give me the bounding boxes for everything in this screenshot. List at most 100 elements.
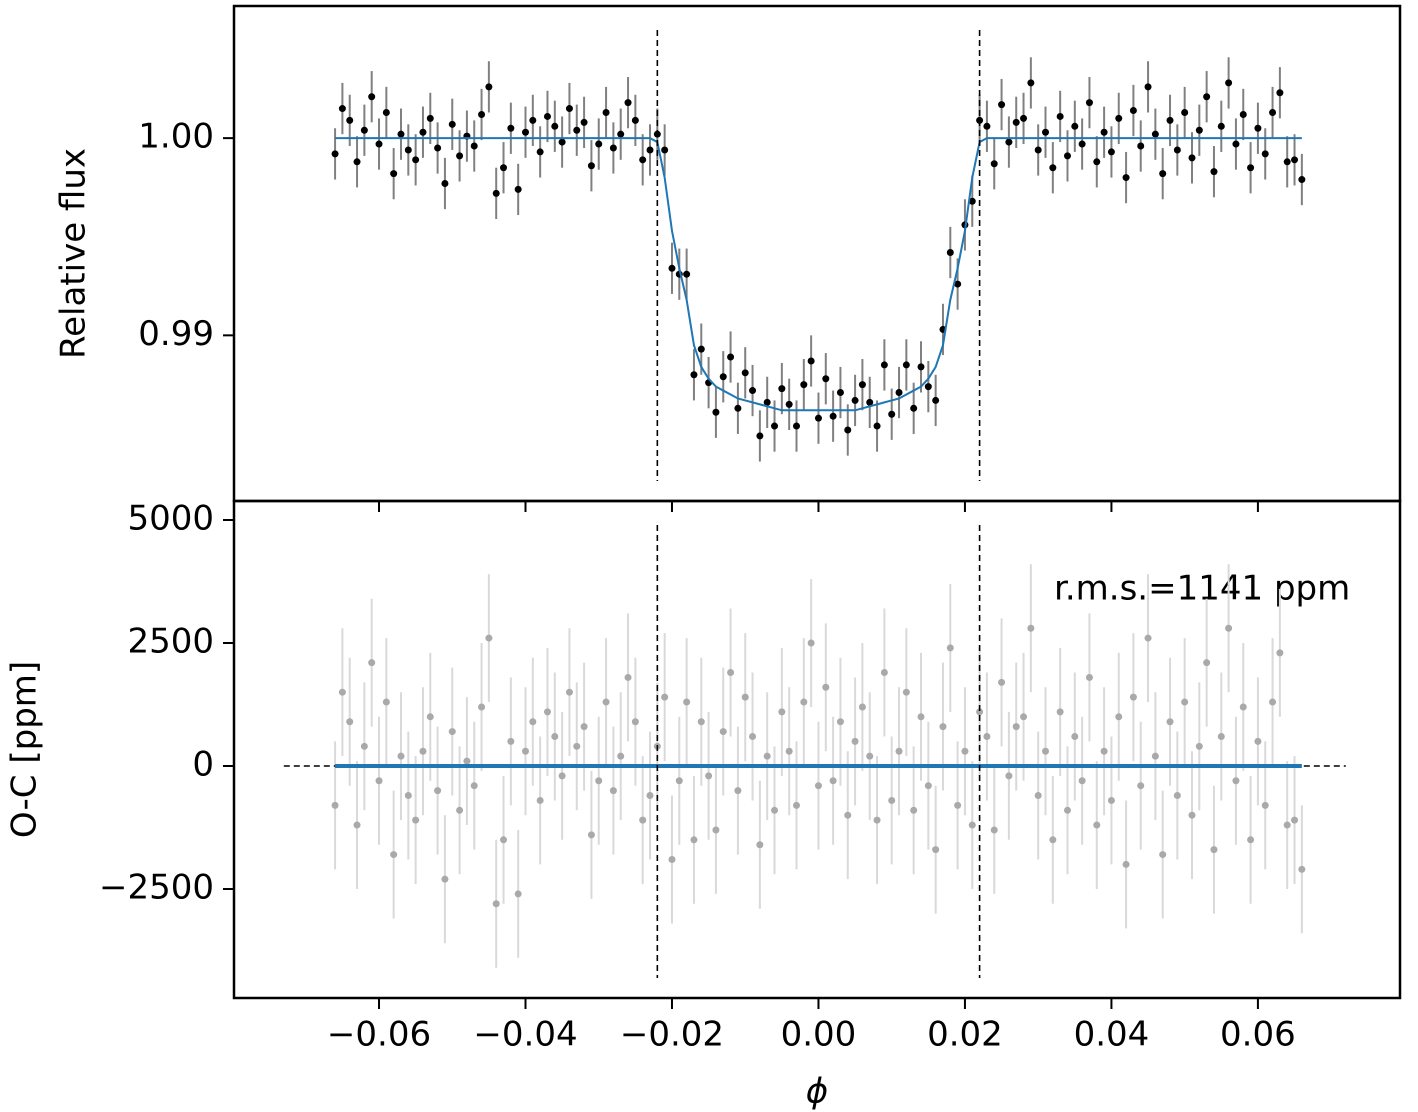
data-point	[558, 138, 566, 146]
data-point	[375, 777, 383, 785]
data-point	[1291, 816, 1299, 824]
data-point	[492, 189, 500, 197]
data-point	[741, 369, 749, 377]
data-point	[631, 718, 639, 726]
data-point	[836, 389, 844, 397]
data-point	[858, 703, 866, 711]
data-point	[814, 414, 822, 422]
data-point	[902, 361, 910, 369]
data-point	[976, 708, 984, 716]
data-point	[639, 816, 647, 824]
data-point	[1056, 708, 1064, 716]
y-tick-label: 5000	[127, 498, 214, 538]
data-point	[683, 698, 691, 706]
data-point	[844, 426, 852, 434]
y-axis-label: Relative flux	[54, 148, 94, 359]
data-point	[360, 126, 368, 134]
data-point	[771, 422, 779, 430]
data-point	[346, 116, 354, 124]
data-point	[661, 146, 669, 154]
data-point	[727, 353, 735, 361]
data-point	[946, 644, 954, 652]
data-point	[1269, 698, 1277, 706]
data-point	[1203, 93, 1211, 101]
data-point	[514, 890, 522, 898]
data-point	[910, 806, 918, 814]
data-point	[639, 156, 647, 164]
axes-frame	[232, 499, 1402, 1000]
model-line	[335, 137, 1302, 412]
x-tick-label: −0.06	[327, 1015, 431, 1055]
data-point	[478, 110, 486, 118]
data-point	[829, 412, 837, 420]
data-point	[954, 280, 962, 288]
data-point	[675, 777, 683, 785]
data-point	[829, 777, 837, 785]
data-point	[390, 170, 398, 178]
data-point	[1159, 851, 1167, 859]
data-point	[917, 713, 925, 721]
data-point	[485, 83, 493, 91]
data-point	[800, 381, 808, 389]
data-point	[917, 363, 925, 371]
data-point	[1078, 140, 1086, 148]
data-point	[1012, 723, 1020, 731]
data-point	[1071, 122, 1079, 130]
data-point	[478, 703, 486, 711]
axes-frame	[232, 4, 1402, 503]
data-point	[763, 398, 771, 406]
y-tick-label: 0	[192, 745, 214, 785]
data-point	[573, 126, 581, 134]
data-point	[888, 410, 896, 418]
data-point	[456, 152, 464, 160]
data-point	[1298, 865, 1306, 873]
data-point	[961, 747, 969, 755]
data-point	[419, 747, 427, 755]
data-point	[1181, 698, 1189, 706]
data-point	[500, 164, 508, 172]
data-point	[785, 747, 793, 755]
data-point	[998, 678, 1006, 686]
data-point	[712, 826, 720, 834]
data-point	[1195, 126, 1203, 134]
data-point	[895, 389, 903, 397]
data-point	[836, 718, 844, 726]
data-point	[1034, 146, 1042, 154]
data-point	[565, 105, 573, 113]
data-point	[705, 772, 713, 780]
data-point	[463, 757, 471, 765]
data-point	[1093, 158, 1101, 166]
data-point	[609, 144, 617, 152]
data-point	[932, 396, 940, 404]
data-point	[595, 140, 603, 148]
data-point	[1012, 118, 1020, 126]
data-point	[1247, 164, 1255, 172]
data-point	[902, 688, 910, 696]
data-point	[1063, 806, 1071, 814]
data-point	[1085, 673, 1093, 681]
data-point	[1203, 659, 1211, 667]
data-point	[661, 693, 669, 701]
data-point	[924, 383, 932, 391]
data-point	[448, 728, 456, 736]
data-point	[990, 160, 998, 168]
data-point	[522, 747, 529, 755]
data-point	[1254, 737, 1262, 745]
x-tick-label: −0.02	[620, 1015, 724, 1055]
data-point	[866, 752, 874, 760]
data-point	[514, 185, 522, 193]
data-point	[858, 381, 866, 389]
data-point	[697, 345, 705, 353]
data-point	[990, 826, 998, 834]
data-point	[441, 875, 449, 883]
y-axis-label: O-C [ppm]	[5, 661, 45, 838]
data-point	[1122, 860, 1130, 868]
data-point	[573, 742, 581, 750]
data-point	[880, 669, 888, 677]
data-point	[456, 806, 464, 814]
data-point	[1034, 792, 1042, 800]
data-point	[595, 777, 603, 785]
data-point	[1107, 796, 1115, 804]
data-point	[1122, 174, 1130, 182]
